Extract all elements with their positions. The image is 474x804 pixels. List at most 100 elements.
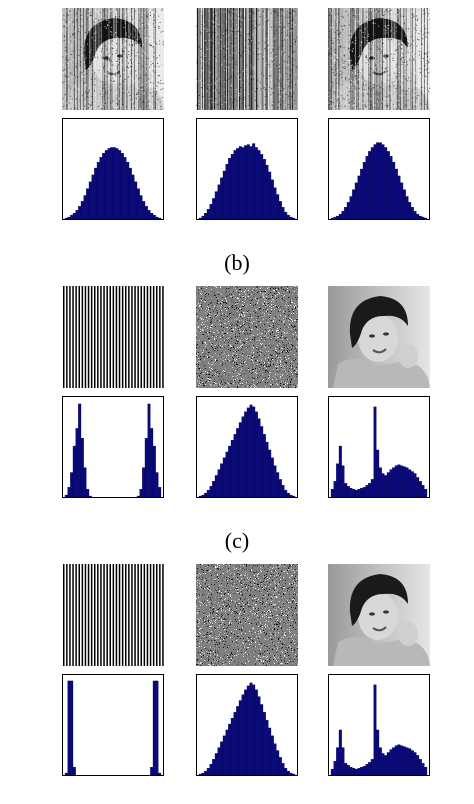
hist-1-0-bar-34 [155,472,159,498]
hist-0-1-bar-4 [209,204,213,220]
hist-1-1-bar-15 [238,422,242,498]
hist-0-1-bar-23 [260,154,264,220]
hist-2-1-bar-17 [244,689,248,776]
hist-2-2-bar-30 [410,750,414,776]
hist-0-2-bar-27 [402,189,406,220]
hist-0-0-bar-32 [150,212,154,220]
hist-0-1-bar-12 [230,154,234,220]
hist-0-1-bar-34 [289,216,293,220]
hist-0-1-bar-24 [262,159,266,220]
hist-0-0-bar-25 [131,174,135,220]
noisy-portrait-image-2 [328,8,430,110]
hist-2-2-bar-25 [397,744,401,776]
hist-2-2-bar-22 [389,749,393,776]
hist-0-2-bar-8 [352,189,356,220]
hist-0-0-bar-2 [70,214,74,220]
hist-1-1-bar-11 [228,445,232,498]
hist-0-0-bar-27 [136,188,140,220]
hist-1-1-bar-14 [236,428,240,498]
hist-0-2-bar-34 [421,216,425,220]
hist-1-1-bar-6 [214,475,218,498]
hist-1-0-bar-0 [64,494,68,498]
hist-0-1-bar-20 [252,143,256,220]
hist-2-1-bar-7 [217,747,221,776]
hist-0-0-bar-7 [83,195,87,220]
hist-0-1-bar-7 [217,184,221,220]
hist-1-1-bar-19 [249,404,253,498]
hist-0-2-bar-18 [378,142,382,220]
hist-0-1-bar-0 [198,217,202,220]
hist-2-1-bar-32 [284,767,288,776]
hist-1-2-bar-34 [421,485,425,498]
hist-1-0-bar-3 [72,445,76,498]
hist-0-0-bar-11 [94,167,98,220]
hist-1-0-bar-2 [70,472,74,498]
hist-2-1-bar-9 [222,735,226,776]
hist-2-1-bar-28 [273,743,277,776]
caption-c: (c) [224,528,250,553]
hist-1-0-bar-30 [144,438,148,498]
hist-2-1-bar-16 [241,694,245,776]
hist-0-0-bar-10 [91,174,95,220]
hist-1-2-bar-17 [376,449,380,498]
hist-0-1-bar-3 [206,209,210,220]
hist-1-0-bar-29 [142,467,146,498]
histogram-9 [328,674,430,776]
hist-1-1-bar-30 [278,479,282,498]
hist-2-2-bar-14 [368,762,372,776]
noisy-portrait-image-1 [62,8,164,110]
hist-2-0-bar-3 [72,767,76,776]
hist-1-1-bar-35 [292,495,296,498]
hist-0-1-bar-9 [222,170,226,220]
hist-2-0-bar-1 [67,680,71,776]
hist-2-2-bar-27 [402,746,406,776]
hist-2-2-bar-7 [349,767,353,776]
histogram-5 [196,396,298,498]
hist-0-0-bar-3 [72,212,76,220]
hist-0-2-bar-11 [360,168,364,220]
hist-2-2-bar-20 [384,755,388,776]
hist-2-1-bar-21 [254,689,258,776]
hist-0-0-bar-9 [88,181,92,220]
hist-0-2-bar-4 [341,211,345,220]
hist-1-0-bar-35 [158,487,162,498]
hist-0-0-bar-17 [110,147,114,220]
hist-2-1-bar-30 [278,757,282,776]
hist-2-0-bar-35 [158,772,162,776]
hist-1-2-bar-23 [392,467,396,498]
hist-0-1-bar-2 [204,212,208,220]
hist-0-2-bar-6 [346,202,350,220]
hist-0-2-bar-2 [336,215,340,220]
hist-0-1-bar-26 [268,171,272,220]
hist-1-0-bar-4 [75,428,79,498]
hist-0-0-bar-16 [107,148,111,220]
hist-1-2-bar-8 [352,489,356,498]
hist-0-0-bar-0 [64,217,68,220]
hist-1-2-bar-16 [373,406,377,498]
hist-1-2-bar-5 [344,483,348,498]
hist-0-0-bar-5 [78,206,82,220]
hist-0-1-bar-32 [284,211,288,220]
hist-2-2-bar-31 [413,752,417,776]
hist-2-1-bar-5 [212,759,216,776]
hist-1-2-bar-21 [386,472,390,498]
hist-2-1-bar-26 [268,727,272,776]
hist-0-0-bar-30 [144,206,148,220]
hist-0-0-bar-29 [142,201,146,220]
hist-1-0-bar-31 [147,403,151,498]
hist-2-0-bar-0 [64,772,68,776]
hist-1-2-bar-9 [354,489,358,498]
hist-0-0-bar-13 [99,157,103,220]
hist-1-2-bar-32 [416,477,420,498]
hist-1-1-bar-12 [230,440,234,498]
vertical-stripes-image-2 [62,564,164,666]
vertical-stripes-image-1 [62,286,164,388]
hist-2-2-bar-3 [338,729,342,776]
histogram-7 [62,674,164,776]
hist-0-2-bar-9 [354,182,358,220]
hist-1-1-bar-2 [204,492,208,498]
hist-2-1-bar-0 [198,773,202,776]
hist-0-1-bar-10 [225,163,229,220]
hist-2-1-bar-33 [286,770,290,776]
hist-0-0-bar-14 [102,153,106,220]
